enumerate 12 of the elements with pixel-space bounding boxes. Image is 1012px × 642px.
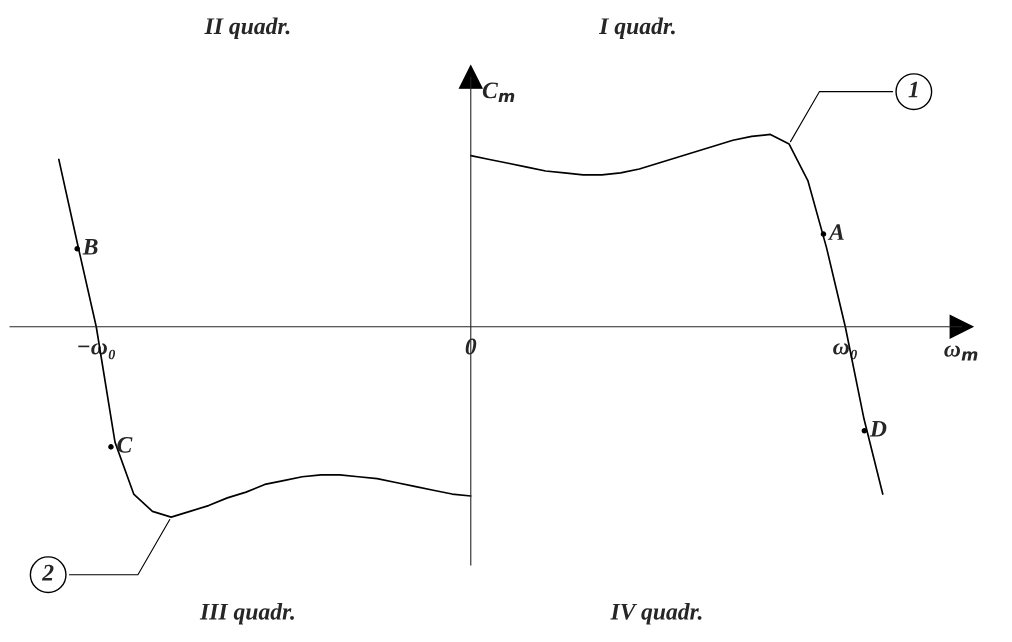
text: III quadr. [199, 603, 294, 625]
text: 2 [41, 564, 54, 581]
annotation: C [117, 436, 133, 453]
text: 1 [908, 81, 918, 98]
text: IV quadr. [610, 603, 702, 625]
y-axis-title: C$_{m}$ [482, 82, 515, 102]
annotation: B [82, 239, 98, 255]
annotation: D [869, 421, 887, 437]
annotation: A [827, 224, 844, 240]
text: II quadr. [204, 17, 290, 39]
text: I quadr. [599, 17, 675, 39]
x-axis-title: ω$_{m}$ [944, 345, 978, 361]
